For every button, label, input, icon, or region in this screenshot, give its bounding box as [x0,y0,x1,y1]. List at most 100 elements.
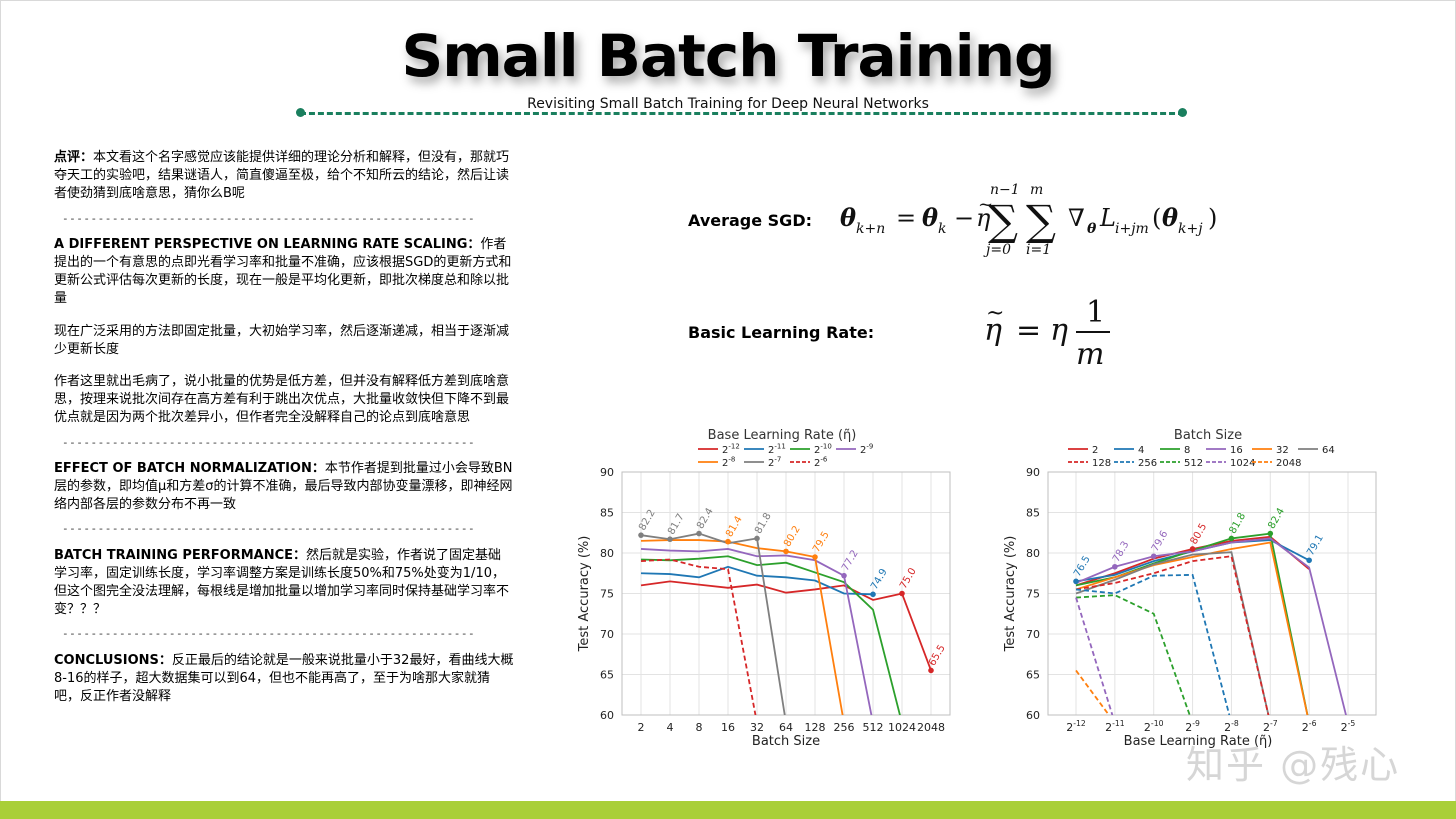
slide-title: Small Batch Training [401,22,1055,90]
subtitle-text: Revisiting Small Batch Training for Deep… [523,96,933,112]
section-training-performance-heading: BATCH TRAINING PERFORMANCE [54,547,294,563]
basic-lr-label: Basic Learning Rate: [688,323,875,342]
data-label: 80.5 [1189,522,1210,547]
average-sgd-equation: θ k+n = θ k − η ~ n−1 ∑ j=0 m ∑ i=1 ∇ θ … [840,182,1217,258]
svg-text:−: − [954,204,974,232]
chart-accuracy-vs-batch-size: 60 65 70 75 80 85 90 2 4 8 16 32 64 128 256 512 1024 2048… [577,428,951,749]
data-label: 77.2 [840,548,861,573]
svg-text:n−1: n−1 [990,182,1020,198]
basic-lr-equation: η ~ = η 1 m [984,295,1110,372]
y-tick-label: 75 [600,588,614,601]
y-tick-label: 60 [600,709,614,722]
x-tick-label: 2-8 [1224,719,1239,734]
x-tick-label: 2-9 [1185,719,1200,734]
data-point-marker [754,535,760,542]
series-line [640,548,873,715]
svg-text:1: 1 [1086,295,1105,330]
legend-title: Base Learning Rate (η̃) [708,428,857,443]
data-label: 65.5 [927,643,948,668]
section-batch-norm-colon: ： [311,460,325,476]
svg-text:=: = [1016,313,1041,348]
x-tick-label: 2-12 [1066,719,1086,734]
svg-text:~: ~ [986,301,1004,326]
bottom-accent-bar [0,801,1456,819]
series-line [640,555,901,715]
x-tick-label: 32 [750,721,764,734]
x-tick-label: 16 [721,721,735,734]
data-point-marker [1306,557,1312,564]
y-tick-label: 65 [600,669,614,682]
average-sgd-label: Average SGD: [688,211,812,230]
series-line [640,532,786,715]
x-axis-label: Batch Size [752,734,820,749]
y-tick-label: 80 [1026,547,1040,560]
review-label: 点评： [54,150,94,165]
section-batch-norm: EFFECT OF BATCH NORMALIZATION：本节作者提到批量过小… [54,460,514,515]
legend-entry: 2-11 [768,443,786,457]
x-axis-label: Base Learning Rate (η̃) [1124,734,1273,749]
legend-entry: 16 [1230,445,1243,456]
data-point-marker [638,532,644,538]
section-lr-scaling-heading: A DIFFERENT PERSPECTIVE ON LEARNING RATE… [54,236,468,252]
data-point-marker [725,538,731,545]
svg-text:θ: θ [922,203,938,232]
x-tick-label: 64 [779,721,793,734]
x-tick-label: 1024 [888,721,916,734]
commentary-column: 点评：本文看这个名字感觉应该能提供详细的理论分析和解释，但没有，那就巧夺天工的实… [54,149,514,720]
section-lr-scaling: A DIFFERENT PERSPECTIVE ON LEARNING RATE… [54,236,514,309]
section-batch-norm-text: 本节作者提到批量过小会导致BN层的参数，即均值μ和方差σ的计算不准确，最后导致内… [54,460,513,513]
svg-text:η: η [976,204,991,232]
data-label: 82.4 [695,506,716,531]
legend-entry: 2048 [1276,458,1301,469]
x-tick-label: 2-11 [1105,719,1125,734]
x-tick-label: 512 [863,721,884,734]
x-tick-label: 2-10 [1144,719,1164,734]
x-tick-label: 2 [638,721,645,734]
svg-text:k+j: k+j [1178,221,1203,237]
svg-text:j=0: j=0 [983,242,1011,258]
data-point-marker [870,591,876,598]
legend-entry: 512 [1184,458,1203,469]
y-tick-label: 85 [600,507,614,520]
section-conclusions-colon: ： [158,652,172,668]
section-separator: ----------------------------------------… [62,211,476,225]
series-line [1075,597,1114,715]
svg-text:k+n: k+n [856,221,885,237]
y-tick-label: 75 [1026,588,1040,601]
legend-entry: 128 [1092,458,1111,469]
data-point-marker [899,590,905,597]
data-point-marker [812,554,818,560]
svg-text:k: k [938,221,946,237]
svg-text:θ: θ [1162,203,1178,232]
data-point-marker [696,530,702,537]
data-label: 82.2 [637,508,658,533]
data-point-marker [1112,563,1118,570]
section-training-performance: BATCH TRAINING PERFORMANCE：然后就是实验，作者说了固定… [54,547,514,620]
section-training-performance-colon: ： [293,547,307,563]
series-group [640,532,932,715]
title-divider [300,112,1184,115]
series-line [1075,594,1191,715]
data-point-marker [841,572,847,579]
series-line [640,558,757,715]
y-tick-label: 90 [1026,466,1040,479]
svg-text:∑: ∑ [988,196,1018,245]
legend-entry: 2-9 [860,443,873,457]
divider-dot-left [296,108,305,117]
section-conclusions-heading: CONCLUSIONS [54,652,159,668]
section-lr-scaling-colon: ： [467,236,481,252]
section-lr-scaling-para2: 现在广泛采用的方法即固定批量，大初始学习率，然后逐渐递减，相当于逐渐减少更新长度 [54,323,510,357]
y-axis-label: Test Accuracy (%) [577,536,592,653]
y-tick-label: 85 [1026,507,1040,520]
section-lr-scaling-para3: 作者这里就出毛病了，说小批量的优势是低方差，但并没有解释低方差到底啥意思，按理来… [54,374,510,426]
divider-dot-right [1178,108,1187,117]
svg-text:L: L [1099,204,1116,232]
data-point-marker [1267,530,1274,537]
section-training-performance-text: 然后就是实验，作者说了固定基础学习率，固定训练长度，学习率调整方案是训练长度50… [54,547,510,618]
legend-entry: 64 [1322,445,1335,456]
legend-entry: 2-6 [814,456,828,470]
section-separator: ----------------------------------------… [62,522,476,536]
review-paragraph: 点评：本文看这个名字感觉应该能提供详细的理论分析和解释，但没有，那就巧夺天工的实… [54,149,514,204]
series-line [640,539,844,715]
x-tick-label: 8 [696,721,703,734]
